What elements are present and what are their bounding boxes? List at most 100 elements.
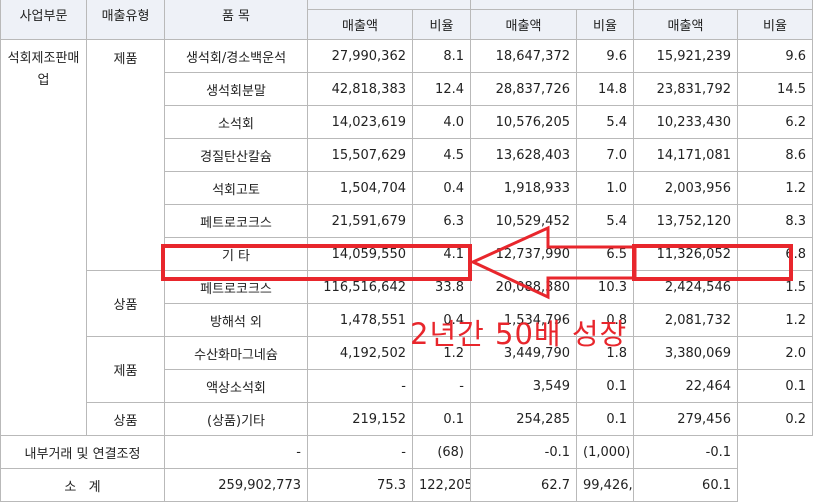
ratio-value: 2.0 [737, 336, 813, 370]
sales-value: 14,059,550 [307, 237, 413, 271]
subtotal-label: 소 계 [0, 468, 165, 502]
ratio-value: 62.7 [470, 468, 577, 502]
item-name: 생석회/경소백운석 [164, 39, 308, 73]
internal-adjustment-label: 내부거래 및 연결조정 [0, 435, 165, 469]
ratio-value: - [307, 435, 413, 469]
ratio-value: 1.0 [576, 171, 634, 205]
sales-value: 10,529,452 [470, 204, 577, 238]
sales-value: 27,990,362 [307, 39, 413, 73]
ratio-value: 7.0 [576, 138, 634, 172]
sales-value: 2,003,956 [633, 171, 738, 205]
ratio-value: 1.5 [737, 270, 813, 304]
sales-value: (1,000) [576, 435, 634, 469]
sales-type-goods: 상품 [86, 270, 165, 337]
item-name: 액상소석회 [164, 369, 308, 403]
item-name: 생석회분말 [164, 72, 308, 106]
sales-value: 116,516,642 [307, 270, 413, 304]
sales-value: 1,504,704 [307, 171, 413, 205]
sales-value: - [307, 369, 413, 403]
item-name: 경질탄산칼슘 [164, 138, 308, 172]
item-name: 석회고토 [164, 171, 308, 205]
ratio-value: 14.5 [737, 72, 813, 106]
header-ratio: 비율 [576, 9, 634, 40]
sales-value: 99,426,937 [576, 468, 634, 502]
sales-type-products: 제품 [86, 39, 165, 271]
sales-value: 10,233,430 [633, 105, 738, 139]
sales-value: 219,152 [307, 402, 413, 436]
sales-value: 122,205,613 [412, 468, 471, 502]
sales-value: 21,591,679 [307, 204, 413, 238]
growth-annotation: 2년간 50배 성장 [410, 317, 628, 351]
header-sales-amount: 매출액 [470, 9, 577, 40]
sales-value: 13,752,120 [633, 204, 738, 238]
sales-value: 10,576,205 [470, 105, 577, 139]
item-name-highlighted: 페트로코크스 [164, 270, 308, 304]
sales-value: 1,534,796 [470, 303, 577, 337]
sales-value: 279,456 [633, 402, 738, 436]
sales-value: 12,737,990 [470, 237, 577, 271]
ratio-value: 8.3 [737, 204, 813, 238]
header-sales-type: 매출유형 [86, 0, 165, 40]
ratio-value: 6.8 [737, 237, 813, 271]
ratio-value: 0.4 [412, 171, 471, 205]
sales-value: 3,549 [470, 369, 577, 403]
ratio-value: 9.6 [576, 39, 634, 73]
ratio-value: 5.4 [576, 105, 634, 139]
sales-value: 1,918,933 [470, 171, 577, 205]
header-sales-amount: 매출액 [633, 9, 738, 40]
ratio-value: 1.2 [412, 336, 471, 370]
header-business-segment: 사업부문 [0, 0, 87, 40]
item-name: 수산화마그네슘 [164, 336, 308, 370]
ratio-value: - [412, 369, 471, 403]
header-ratio: 비율 [412, 9, 471, 40]
ratio-value: 12.4 [412, 72, 471, 106]
ratio-value: 4.5 [412, 138, 471, 172]
sales-value-highlighted: 2,424,546 [633, 270, 738, 304]
sales-value: 4,192,502 [307, 336, 413, 370]
item-name: 소석회 [164, 105, 308, 139]
ratio-value: 10.3 [576, 270, 634, 304]
sales-value: - [164, 435, 308, 469]
sales-value: 13,628,403 [470, 138, 577, 172]
sales-value: 14,171,081 [633, 138, 738, 172]
ratio-value: 0.1 [576, 369, 634, 403]
ratio-value: -0.1 [470, 435, 577, 469]
sales-type-products: 제품 [86, 336, 165, 403]
header-period-1 [307, 0, 471, 10]
sales-value: 15,921,239 [633, 39, 738, 73]
ratio-value: 0.1 [412, 402, 471, 436]
ratio-value: 60.1 [633, 468, 738, 502]
item-name: 페트로코크스 [164, 204, 308, 238]
ratio-value: 9.6 [737, 39, 813, 73]
header-sales-amount: 매출액 [307, 9, 413, 40]
ratio-value: 0.1 [576, 402, 634, 436]
ratio-value: 6.5 [576, 237, 634, 271]
ratio-value: 75.3 [307, 468, 413, 502]
sales-value: 254,285 [470, 402, 577, 436]
sales-value: 259,902,773 [164, 468, 308, 502]
sales-value: (68) [412, 435, 471, 469]
sales-value: 28,837,726 [470, 72, 577, 106]
sales-value: 20,088,380 [470, 270, 577, 304]
ratio-value: 5.4 [576, 204, 634, 238]
sales-value: 2,081,732 [633, 303, 738, 337]
sales-value: 3,380,069 [633, 336, 738, 370]
sales-value: 14,023,619 [307, 105, 413, 139]
ratio-value: 8.1 [412, 39, 471, 73]
header-ratio: 비율 [737, 9, 813, 40]
sales-value: 15,507,629 [307, 138, 413, 172]
item-name: 방해석 외 [164, 303, 308, 337]
ratio-value: -0.1 [633, 435, 738, 469]
header-item: 품 목 [164, 0, 308, 40]
ratio-value: 8.6 [737, 138, 813, 172]
ratio-value: 14.8 [576, 72, 634, 106]
ratio-value: 4.0 [412, 105, 471, 139]
ratio-value: 6.3 [412, 204, 471, 238]
ratio-value: 1.2 [737, 303, 813, 337]
item-name: (상품)기타 [164, 402, 308, 436]
header-period-3 [633, 0, 813, 10]
ratio-value: 0.4 [412, 303, 471, 337]
ratio-value: 4.1 [412, 237, 471, 271]
sales-value: 23,831,792 [633, 72, 738, 106]
